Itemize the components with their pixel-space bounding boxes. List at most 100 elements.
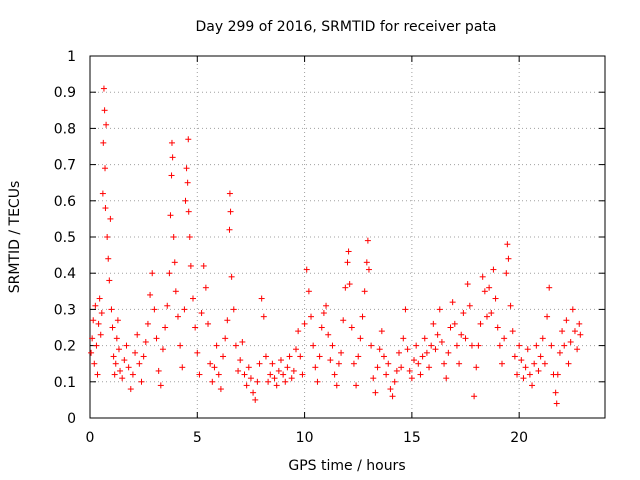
data-point [275, 367, 282, 374]
data-point [325, 331, 332, 338]
data-point [378, 328, 385, 335]
data-point [256, 360, 263, 367]
data-point [556, 349, 563, 356]
y-tick-label: 0.2 [54, 339, 76, 355]
data-point [348, 324, 355, 331]
x-axis-title: GPS time / hours [288, 458, 405, 474]
data-point [335, 360, 342, 367]
data-point [438, 338, 445, 345]
data-point [93, 342, 100, 349]
data-point [552, 389, 559, 396]
data-point [95, 320, 102, 327]
data-point [192, 324, 199, 331]
data-point [164, 302, 171, 309]
data-point [265, 378, 272, 385]
data-point [447, 324, 454, 331]
data-point [111, 371, 118, 378]
data-point [567, 338, 574, 345]
data-point [277, 357, 284, 364]
data-point [565, 360, 572, 367]
data-point [97, 331, 104, 338]
data-point [170, 234, 177, 240]
data-point [209, 378, 216, 385]
data-point [179, 364, 186, 371]
y-tick-label: 0.3 [54, 302, 76, 318]
data-point [159, 346, 166, 353]
chart-title: Day 299 of 2016, SRMTID for receiver pat… [196, 19, 497, 35]
data-point [100, 139, 107, 146]
data-point [113, 335, 120, 342]
data-point [511, 353, 518, 360]
data-point [365, 266, 372, 273]
data-point [198, 310, 205, 317]
data-point [207, 360, 214, 367]
data-point [385, 360, 392, 367]
data-point [387, 386, 394, 393]
data-point [217, 386, 224, 393]
data-point [520, 375, 527, 382]
data-point [88, 349, 95, 356]
data-point [400, 335, 407, 342]
data-point [305, 288, 312, 295]
data-point [383, 371, 390, 378]
data-point [239, 338, 246, 345]
data-point [492, 295, 499, 302]
data-point [211, 364, 218, 371]
data-point [458, 331, 465, 338]
data-point [524, 346, 531, 353]
data-point [125, 364, 132, 371]
data-point [200, 262, 207, 269]
data-point [464, 281, 471, 288]
data-point [222, 335, 229, 342]
data-point [177, 342, 184, 349]
data-point [456, 360, 463, 367]
data-point [254, 378, 261, 385]
data-point [245, 364, 252, 371]
data-point [232, 342, 239, 349]
data-point [501, 335, 508, 342]
data-point [91, 360, 98, 367]
data-point [436, 306, 443, 313]
y-tick-label: 0.8 [54, 121, 76, 137]
data-point [471, 393, 478, 400]
x-tick-label: 15 [403, 430, 421, 446]
data-point [308, 313, 315, 320]
data-point [119, 375, 126, 382]
data-point [132, 349, 139, 356]
data-point [282, 378, 289, 385]
y-tick-label: 0.7 [54, 158, 76, 174]
data-point [466, 302, 473, 309]
data-point [167, 212, 174, 219]
data-point [314, 378, 321, 385]
data-point [368, 342, 375, 349]
data-point [531, 360, 538, 367]
data-point [554, 371, 561, 378]
data-point [235, 367, 242, 374]
data-point [421, 335, 428, 342]
data-point [215, 371, 222, 378]
grid-lines [90, 56, 605, 418]
data-point [486, 284, 493, 291]
data-point [104, 234, 111, 240]
data-point [402, 306, 409, 313]
data-point [453, 342, 460, 349]
data-point [260, 313, 267, 320]
data-point [529, 382, 536, 389]
data-point [172, 288, 179, 295]
data-point [535, 367, 542, 374]
y-tick-label: 0.9 [54, 85, 76, 101]
data-point [237, 357, 244, 364]
data-point [288, 375, 295, 382]
data-point [434, 331, 441, 338]
data-point [443, 375, 450, 382]
data-point [250, 389, 257, 396]
data-point [262, 353, 269, 360]
data-point [295, 328, 302, 335]
data-point [559, 328, 566, 335]
data-point [243, 382, 250, 389]
data-point [252, 396, 259, 403]
data-point [105, 255, 112, 262]
y-tick-label: 0 [67, 411, 76, 427]
data-point [280, 371, 287, 378]
